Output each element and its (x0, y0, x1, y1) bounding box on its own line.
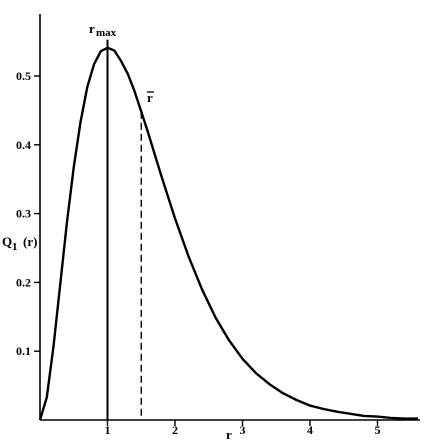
y-tick-label-3: 0.4 (16, 138, 31, 152)
rmax-label-subscript: max (96, 27, 117, 39)
rbar-label: r (147, 90, 153, 105)
x-tick-label-2: 3 (240, 423, 246, 437)
y-axis-label-subscript: 1 (12, 241, 18, 253)
labels: r Q 1 (r) r max r (2, 21, 232, 441)
y-tick-label-0: 0.1 (16, 344, 31, 358)
y-axis-label: Q (2, 234, 12, 249)
marks (38, 39, 418, 421)
x-tick-label-4: 5 (375, 423, 381, 437)
axes (39, 14, 420, 421)
x-axis-label: r (226, 427, 232, 441)
rmax-label: r (89, 21, 95, 36)
series-line (38, 46, 418, 421)
y-tick-label-1: 0.2 (16, 275, 31, 289)
y-tick-label-4: 0.5 (16, 69, 31, 83)
x-tick-label-3: 4 (307, 423, 313, 437)
x-tick-label-0: 1 (105, 423, 111, 437)
y-tick-label-2: 0.3 (16, 207, 31, 221)
y-axis-label-suffix: (r) (23, 234, 37, 249)
ticks: 1 2 3 4 5 0.1 0.2 0.3 0.4 0.5 (16, 69, 381, 437)
x-tick-label-1: 2 (172, 423, 178, 437)
